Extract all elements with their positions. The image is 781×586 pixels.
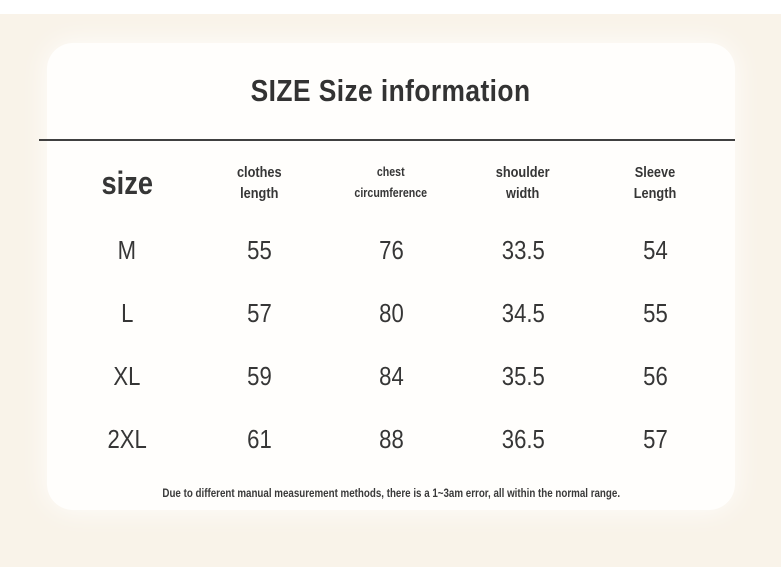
- header-label-line: length: [239, 185, 279, 202]
- cell-value: XL: [113, 361, 141, 391]
- column-header-label: clothes length: [237, 162, 282, 204]
- cell-value: L: [120, 298, 134, 328]
- table-cell-size: M: [61, 219, 193, 282]
- table-row-2xl: 2XL 61 88 36.5 57: [61, 408, 721, 471]
- size-chart-title: SIZE Size information: [251, 73, 531, 108]
- cell-value: 61: [246, 424, 272, 454]
- column-header-sleeve-length: Sleeve Length: [589, 147, 721, 219]
- column-header-size-label: size: [101, 164, 153, 201]
- cell-value: 88: [378, 424, 404, 454]
- cell-value: 84: [378, 361, 404, 391]
- table-cell-clothes-length: 57: [193, 282, 325, 345]
- cell-value: M: [117, 235, 137, 265]
- header-label-line: chest: [377, 165, 405, 179]
- table-cell-sleeve-length: 57: [589, 408, 721, 471]
- table-cell-chest-circumference: 80: [325, 282, 457, 345]
- title-area: SIZE Size information: [47, 43, 735, 139]
- table-cell-sleeve-length: 55: [589, 282, 721, 345]
- table-cell-clothes-length: 55: [193, 219, 325, 282]
- header-label-line: Sleeve: [634, 164, 676, 181]
- measurement-note: Due to different manual measurement meth…: [162, 487, 620, 500]
- table-cell-size: XL: [61, 345, 193, 408]
- cell-value: 57: [642, 424, 668, 454]
- header-label-line: Length: [633, 185, 677, 202]
- cell-value: 55: [246, 235, 272, 265]
- cell-value: 33.5: [501, 235, 545, 265]
- column-header-chest-circumference: chest circumference: [325, 147, 457, 219]
- table-cell-sleeve-length: 56: [589, 345, 721, 408]
- table-cell-shoulder-width: 33.5: [457, 219, 589, 282]
- cell-value: 55: [642, 298, 668, 328]
- cell-value: 2XL: [107, 424, 147, 454]
- cell-value: 59: [246, 361, 272, 391]
- size-chart-card: SIZE Size information size clothes lengt…: [39, 43, 735, 510]
- table-cell-shoulder-width: 36.5: [457, 408, 589, 471]
- column-header-clothes-length: clothes length: [193, 147, 325, 219]
- table-cell-shoulder-width: 35.5: [457, 345, 589, 408]
- cell-value: 34.5: [501, 298, 545, 328]
- column-header-label: Sleeve Length: [634, 162, 677, 204]
- size-table: size clothes length chest circumference …: [47, 141, 735, 471]
- table-cell-sleeve-length: 54: [589, 219, 721, 282]
- cell-value: 80: [378, 298, 404, 328]
- table-row-m: M 55 76 33.5 54: [61, 219, 721, 282]
- cell-value: 57: [246, 298, 272, 328]
- note-area: Due to different manual measurement meth…: [47, 471, 735, 516]
- cell-value: 76: [378, 235, 404, 265]
- header-label-line: width: [506, 185, 540, 202]
- table-row-l: L 57 80 34.5 55: [61, 282, 721, 345]
- table-cell-clothes-length: 61: [193, 408, 325, 471]
- column-header-size: size: [61, 147, 193, 219]
- header-label-line: shoulder: [496, 164, 550, 181]
- table-cell-shoulder-width: 34.5: [457, 282, 589, 345]
- table-cell-chest-circumference: 88: [325, 408, 457, 471]
- table-cell-chest-circumference: 76: [325, 219, 457, 282]
- table-header-row: size clothes length chest circumference …: [61, 141, 721, 219]
- table-cell-chest-circumference: 84: [325, 345, 457, 408]
- table-cell-size: 2XL: [61, 408, 193, 471]
- cell-value: 54: [642, 235, 668, 265]
- table-cell-size: L: [61, 282, 193, 345]
- cell-value: 35.5: [501, 361, 545, 391]
- table-row-xl: XL 59 84 35.5 56: [61, 345, 721, 408]
- cell-value: 56: [642, 361, 668, 391]
- cell-value: 36.5: [501, 424, 545, 454]
- header-label-line: circumference: [354, 186, 428, 200]
- column-header-shoulder-width: shoulder width: [457, 147, 589, 219]
- column-header-label: shoulder width: [496, 162, 550, 204]
- title-divider: [39, 139, 735, 141]
- column-header-label: chest circumference: [355, 162, 428, 204]
- header-label-line: clothes: [236, 164, 282, 181]
- table-cell-clothes-length: 59: [193, 345, 325, 408]
